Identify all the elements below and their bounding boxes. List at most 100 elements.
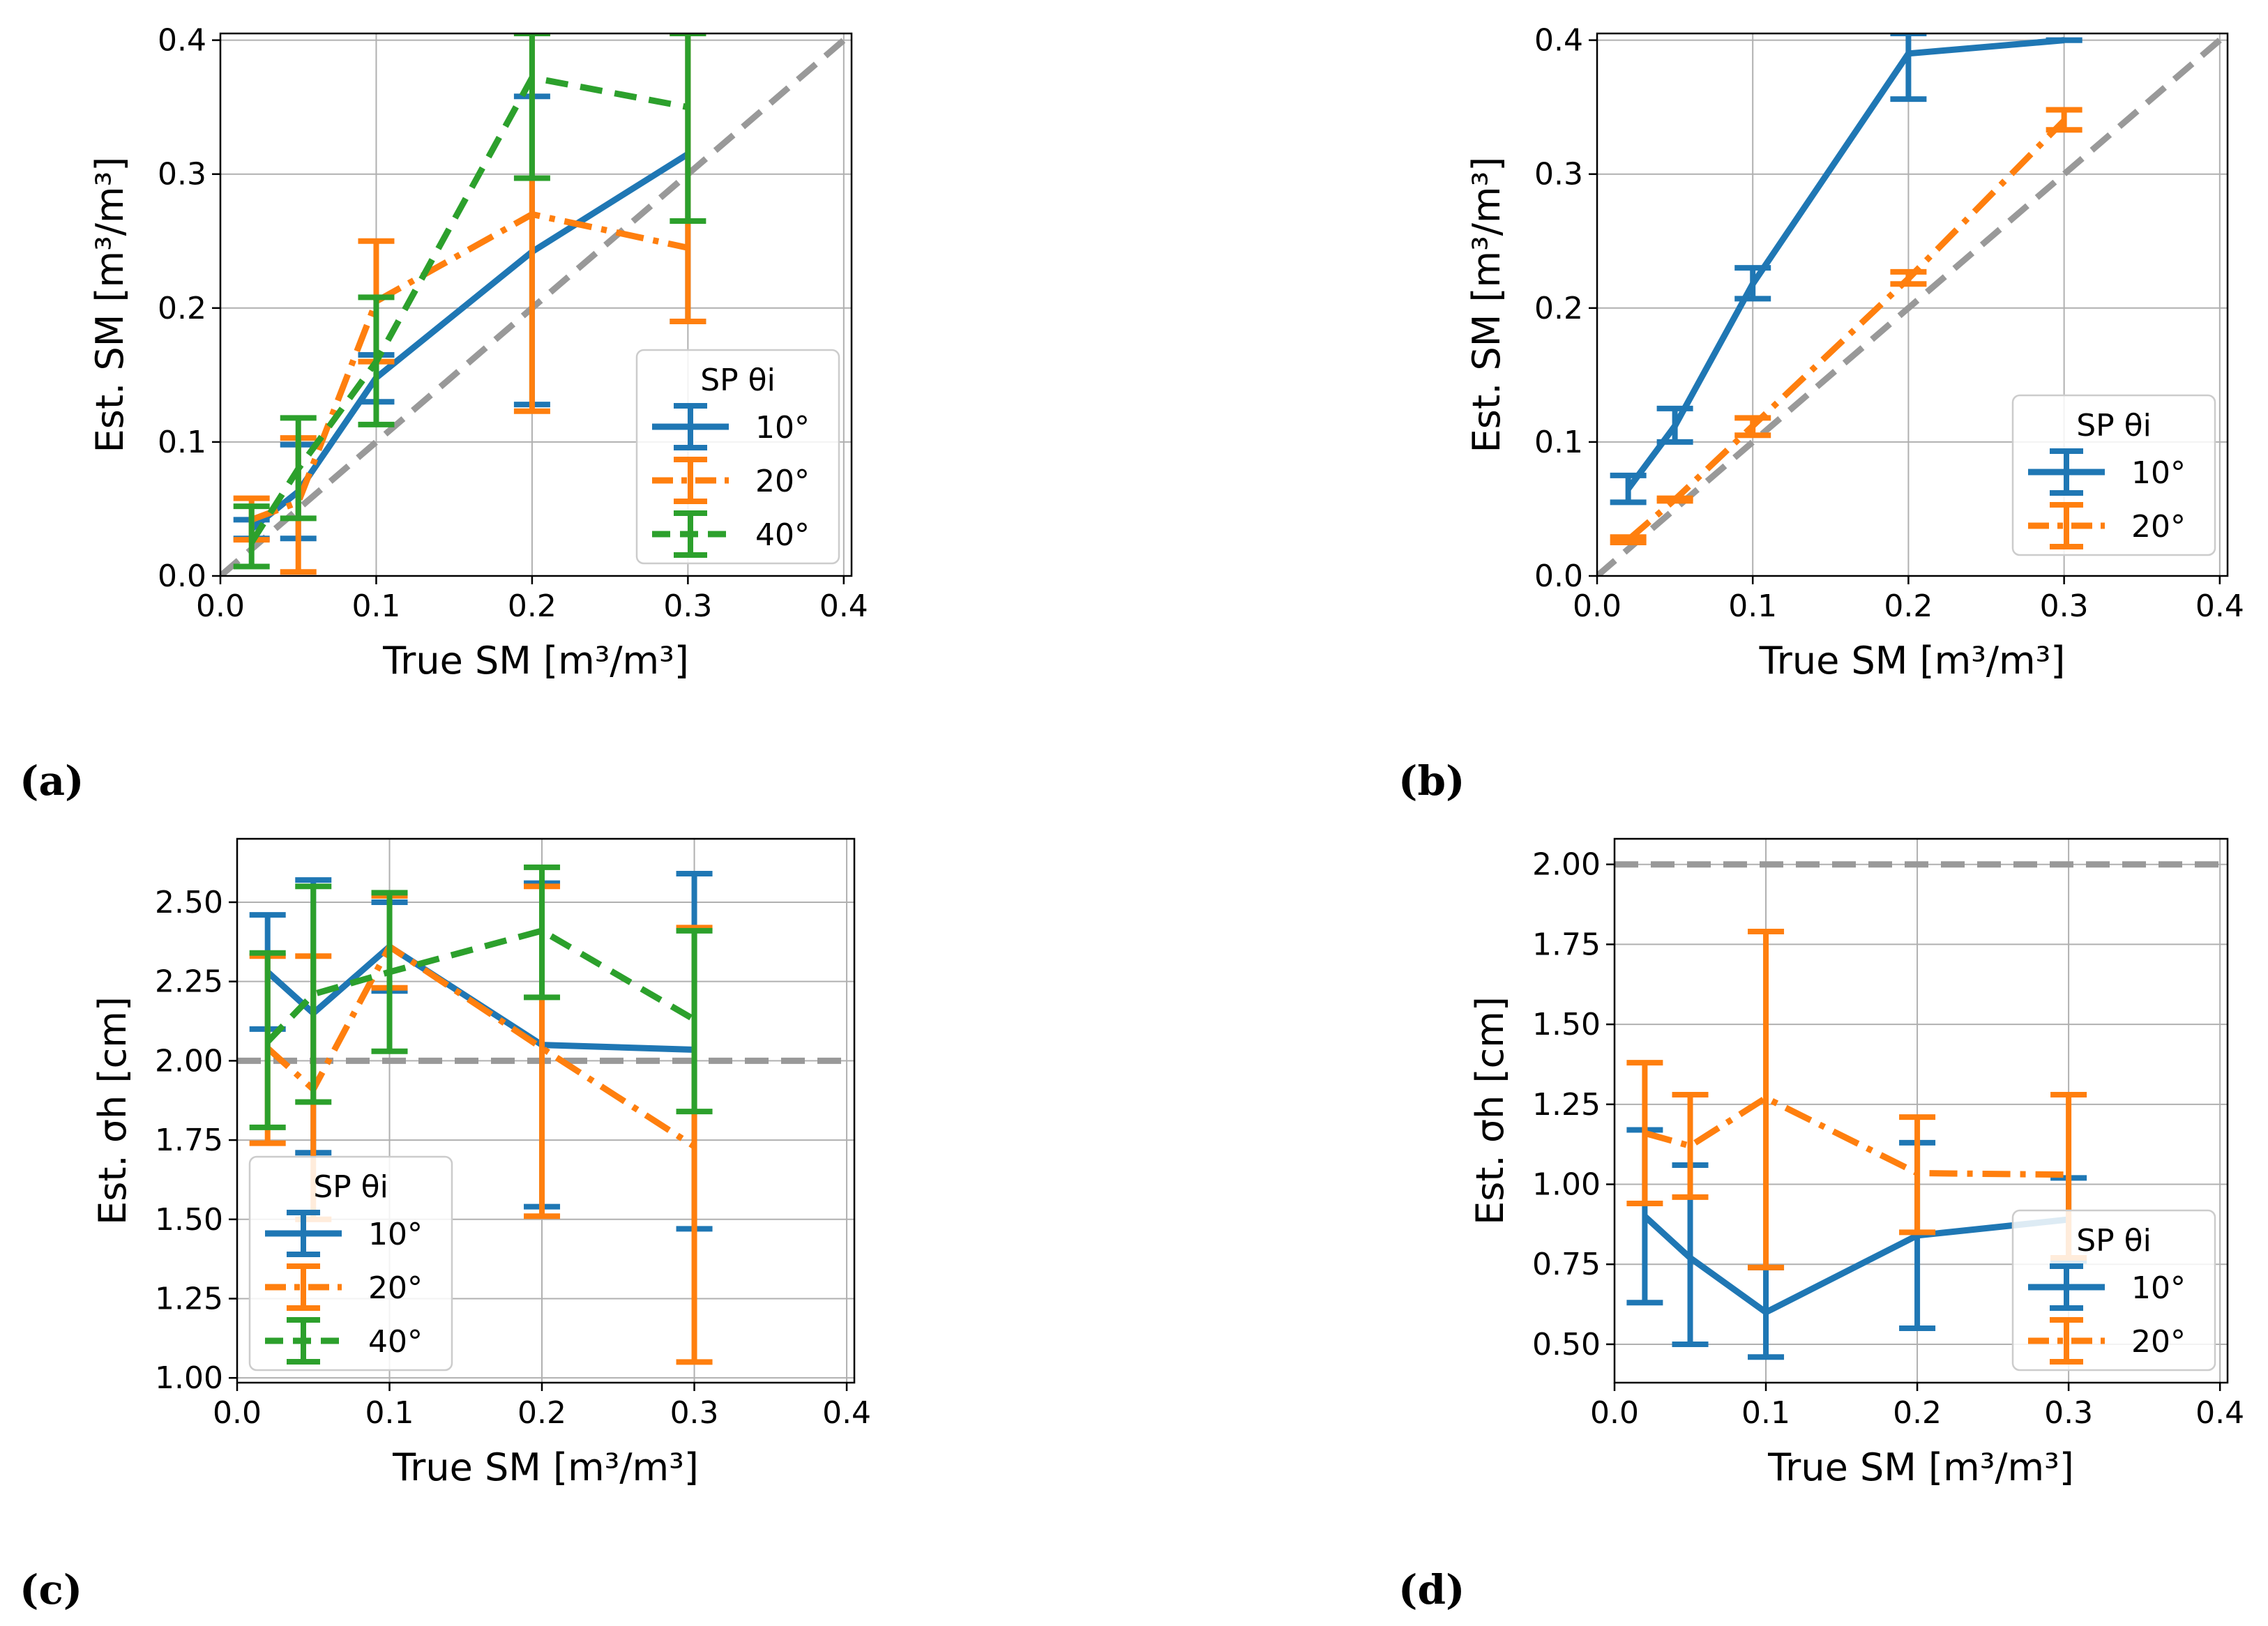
- series-10deg: [233, 33, 706, 542]
- x-tick-label: 0.3: [2044, 1395, 2093, 1431]
- chart-panel-c: 0.0 0.1 0.2 0.3 0.4 1.00 1.25 1.50 1.75 2.00 2.25 2…: [20, 837, 871, 1613]
- y-axis-label: Est. SM [m³/m³]: [88, 157, 132, 453]
- panel-label: (d): [1398, 1566, 1465, 1613]
- x-axis-label: True SM [m³/m³]: [382, 639, 689, 683]
- y-axis-label: Est. σh [cm]: [91, 996, 135, 1225]
- y-tick-label: 1.00: [1532, 1167, 1601, 1203]
- x-tick-label: 0.0: [213, 1395, 262, 1431]
- x-tick-label: 0.2: [1893, 1395, 1942, 1431]
- y-axis-label: Est. σh [cm]: [1468, 996, 1512, 1225]
- legend: SP θi 10° 20° 40°: [248, 1155, 453, 1372]
- legend: SP θi 10° 20°: [2011, 394, 2216, 556]
- y-tick-label: 2.00: [155, 1043, 223, 1079]
- legend-entry-label: 40°: [755, 517, 810, 553]
- plot-area: [1597, 33, 2228, 576]
- reference-line: [1597, 33, 2228, 576]
- series-line: [248, 74, 689, 545]
- series-10deg: [1610, 33, 2082, 506]
- series-line: [250, 211, 689, 523]
- legend-entry-label: 20°: [368, 1270, 423, 1306]
- x-tick-label: 0.2: [1884, 588, 1933, 624]
- panel-label: (c): [20, 1566, 82, 1613]
- plot-frame: [1613, 837, 2229, 1384]
- x-tick-label: 0.4: [822, 1395, 871, 1431]
- x-tick-label: 0.0: [1590, 1395, 1639, 1431]
- legend: SP θi 10° 20°: [2011, 1209, 2216, 1372]
- x-tick-label: 0.3: [2040, 588, 2089, 624]
- legend-entry-label: 20°: [2131, 509, 2186, 545]
- x-tick-label: 0.1: [365, 1395, 414, 1431]
- y-tick-label: 2.00: [1532, 847, 1601, 883]
- x-tick-label: 0.0: [196, 588, 245, 624]
- x-tick-label: 0.2: [508, 588, 557, 624]
- plot-frame: [236, 837, 856, 1384]
- y-tick-label: 0.2: [1534, 291, 1583, 326]
- legend-entry-label: 20°: [755, 464, 810, 499]
- x-axis-label: True SM [m³/m³]: [1767, 1445, 2074, 1489]
- legend-title: SP θi: [313, 1169, 388, 1205]
- y-tick-label: 0.1: [1534, 425, 1583, 460]
- chart-panel-a: 0.0 0.1 0.2 0.3 0.4 0.0 0.1 0.2 0.3 0.4 True SM [m…: [20, 23, 868, 805]
- legend-title: SP θi: [700, 363, 776, 398]
- y-tick-label: 1.75: [155, 1123, 223, 1158]
- x-tick-label: 0.0: [1573, 588, 1621, 624]
- legend-title: SP θi: [2076, 1223, 2152, 1259]
- y-tick-label: 0.4: [158, 23, 206, 59]
- legend-entry-label: 10°: [2131, 455, 2186, 491]
- y-tick-label: 0.0: [1534, 559, 1583, 594]
- x-tick-label: 0.3: [663, 588, 712, 624]
- legend-entry-label: 20°: [2131, 1324, 2186, 1360]
- x-tick-label: 0.4: [819, 588, 868, 624]
- x-tick-label: 0.1: [1741, 1395, 1790, 1431]
- y-tick-label: 1.50: [155, 1202, 223, 1238]
- y-tick-label: 2.25: [155, 964, 223, 1000]
- series-20deg: [1610, 107, 2082, 545]
- y-tick-label: 1.75: [1532, 927, 1601, 962]
- series-line: [1626, 37, 2065, 491]
- x-tick-label: 0.3: [670, 1395, 719, 1431]
- series-line: [265, 927, 696, 1044]
- panel-label: (b): [1398, 757, 1465, 805]
- series-line: [1626, 118, 2066, 542]
- legend-box: [2011, 394, 2216, 556]
- y-tick-label: 1.50: [1532, 1007, 1601, 1042]
- series-40deg: [233, 33, 706, 570]
- legend: SP θi 10° 20° 40°: [635, 349, 840, 565]
- plot-frame: [219, 32, 853, 577]
- plot-area: [220, 33, 852, 576]
- series-line: [1644, 1095, 2069, 1178]
- y-tick-label: 0.3: [1534, 157, 1583, 192]
- reference-line: [220, 33, 852, 576]
- series-line: [249, 151, 690, 532]
- y-tick-label: 0.50: [1532, 1327, 1601, 1362]
- x-tick-label: 0.4: [2195, 1395, 2244, 1431]
- y-tick-label: 0.0: [158, 559, 206, 594]
- y-axis-label: Est. SM [m³/m³]: [1465, 157, 1509, 453]
- legend-title: SP θi: [2076, 408, 2152, 443]
- panel-label: (a): [20, 757, 84, 805]
- series-line: [1642, 1214, 2069, 1316]
- y-tick-label: 0.2: [158, 291, 206, 326]
- chart-panel-d: 0.0 0.1 0.2 0.3 0.4 0.50 0.75 1.00 1.25 1.50 1.75 2…: [1398, 837, 2244, 1613]
- x-axis-label: True SM [m³/m³]: [392, 1445, 699, 1489]
- legend-box: [2011, 1209, 2216, 1372]
- x-tick-label: 0.1: [351, 588, 400, 624]
- x-tick-label: 0.2: [517, 1395, 566, 1431]
- y-tick-label: 2.50: [155, 885, 223, 920]
- x-tick-label: 0.4: [2195, 588, 2244, 624]
- y-tick-label: 0.3: [158, 157, 206, 192]
- series-line: [265, 943, 695, 1053]
- legend-entry-label: 10°: [368, 1217, 423, 1252]
- y-tick-label: 1.25: [155, 1281, 223, 1316]
- legend-entry-label: 40°: [368, 1324, 423, 1360]
- y-tick-label: 0.1: [158, 425, 206, 460]
- x-axis-label: True SM [m³/m³]: [1759, 639, 2066, 683]
- chart-panel-b: 0.0 0.1 0.2 0.3 0.4 0.0 0.1 0.2 0.3 0.4 True SM [m…: [1398, 23, 2244, 805]
- plot-frame: [1596, 32, 2229, 577]
- y-tick-label: 0.75: [1532, 1247, 1601, 1282]
- y-tick-label: 1.25: [1532, 1087, 1601, 1123]
- plot-area: [237, 864, 854, 1365]
- legend-entry-label: 10°: [755, 410, 810, 446]
- series-40deg: [249, 864, 713, 1130]
